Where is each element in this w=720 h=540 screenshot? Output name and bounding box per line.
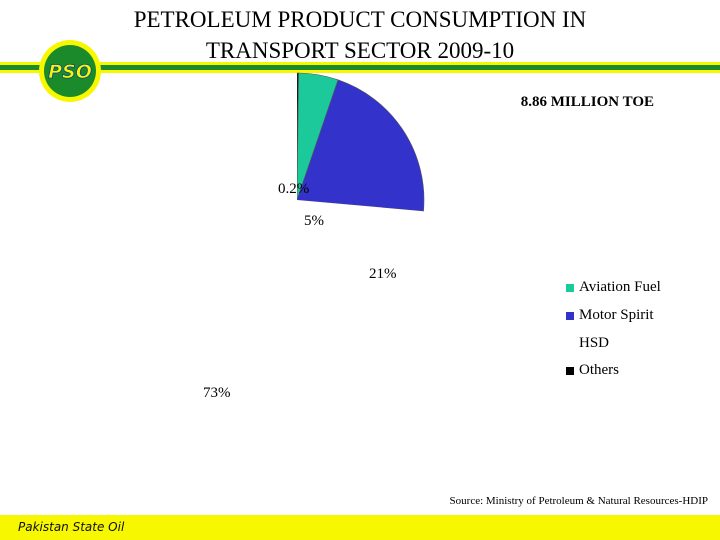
chart-legend: Aviation Fuel Motor Spirit HSD Others	[566, 274, 661, 385]
legend-swatch-motor-spirit	[566, 311, 574, 320]
chart-subtitle: 8.86 MILLION TOE	[520, 94, 654, 110]
pie-slice-hsd	[169, 73, 424, 328]
logo-green-disc	[44, 45, 96, 97]
legend-label-motor-spirit: Motor Spirit	[579, 307, 654, 324]
legend-item-motor-spirit: Motor Spirit	[566, 302, 661, 330]
logo-text: PSO	[48, 61, 92, 83]
header-stripe-green	[0, 65, 720, 70]
title-line-1: PETROLEUM PRODUCT CONSUMPTION IN	[133, 7, 587, 32]
data-label-motor-spirit: 21%	[369, 266, 397, 282]
legend-item-hsd: HSD	[566, 329, 661, 357]
pso-logo: PSO	[39, 40, 101, 102]
legend-label-others: Others	[579, 362, 619, 379]
pie-slice-motor-spirit	[296, 79, 425, 212]
legend-swatch-aviation-fuel	[566, 283, 574, 292]
legend-item-others: Others	[566, 357, 661, 385]
header-stripe-yellow-top	[0, 62, 720, 65]
legend-swatch-hsd	[566, 339, 574, 348]
data-label-others: 0.2%	[278, 181, 310, 197]
legend-label-aviation-fuel: Aviation Fuel	[579, 279, 661, 296]
legend-label-hsd: HSD	[579, 334, 610, 351]
legend-item-aviation-fuel: Aviation Fuel	[566, 274, 661, 302]
source-note: Source: Ministry of Petroleum & Natural …	[449, 495, 708, 507]
data-label-aviation-fuel: 5%	[304, 213, 324, 229]
page-title: PETROLEUM PRODUCT CONSUMPTION IN TRANSPO…	[0, 4, 720, 66]
footer-bar	[0, 515, 720, 540]
footer-company: Pakistan State Oil	[18, 520, 125, 534]
legend-swatch-others	[566, 366, 574, 375]
title-line-2: TRANSPORT SECTOR 2009-10	[205, 38, 515, 63]
header-stripe-yellow-bottom	[0, 70, 720, 73]
data-label-hsd: 73%	[203, 385, 231, 401]
